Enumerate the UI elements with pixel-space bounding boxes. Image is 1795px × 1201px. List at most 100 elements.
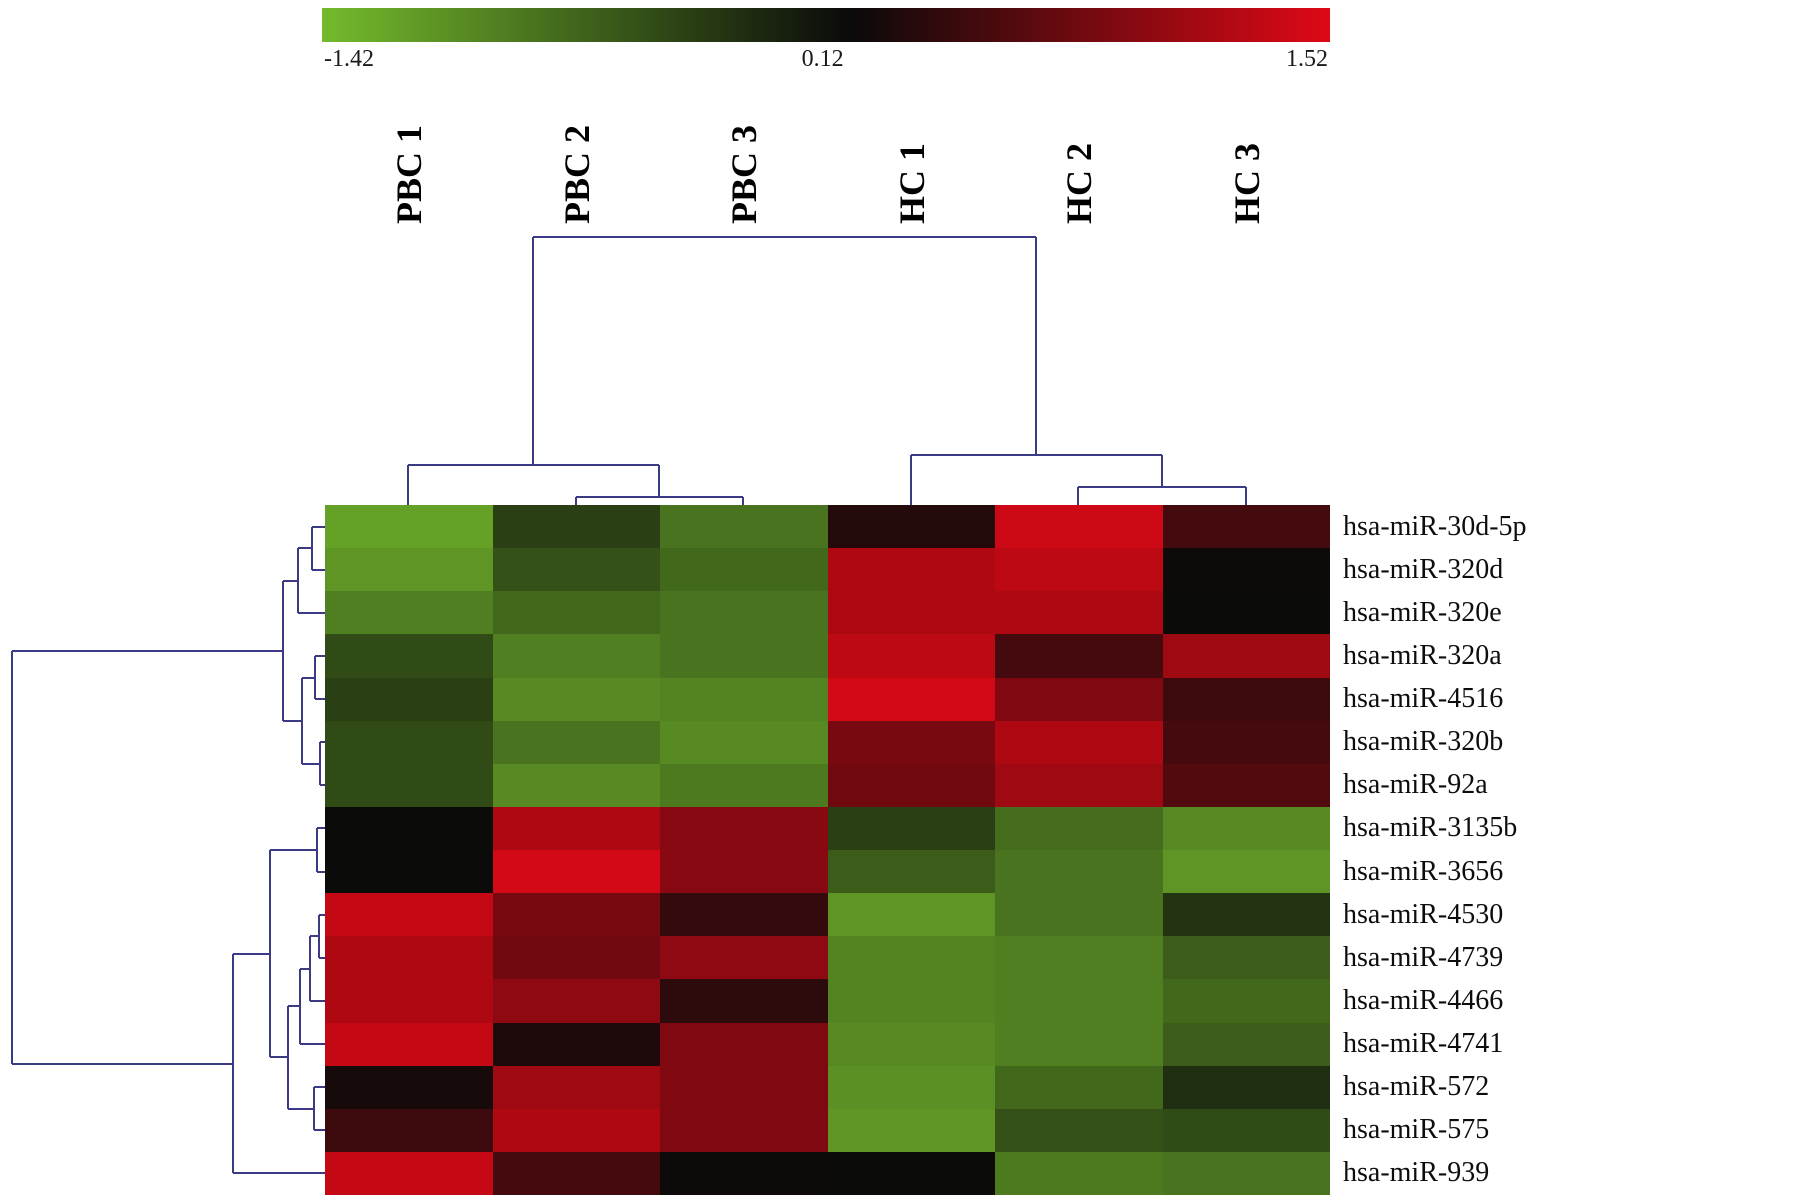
heatmap-cell <box>827 548 995 592</box>
heatmap-cell <box>827 763 995 807</box>
heatmap-cell <box>660 677 828 721</box>
heatmap-cell <box>660 979 828 1023</box>
row-label: hsa-miR-92a <box>1343 769 1488 801</box>
heatmap-cell <box>827 850 995 894</box>
row-label: hsa-miR-320e <box>1343 596 1502 628</box>
heatmap-cell <box>325 1108 493 1152</box>
heatmap-grid <box>325 505 1330 1195</box>
heatmap-cell <box>1162 1022 1330 1066</box>
heatmap-cell <box>995 634 1163 678</box>
column-label: HC 3 <box>1227 143 1267 224</box>
row-label: hsa-miR-4739 <box>1343 941 1504 973</box>
row-labels-column: hsa-miR-30d-5p hsa-miR-320d hsa-miR-320e hs… <box>1343 505 1795 1195</box>
heatmap-cell <box>492 979 660 1023</box>
row-label: hsa-miR-4530 <box>1343 898 1504 930</box>
heatmap-cell <box>325 1151 493 1195</box>
heatmap-cell <box>492 850 660 894</box>
heatmap-cell <box>827 1108 995 1152</box>
row-label: hsa-miR-320b <box>1343 726 1504 758</box>
heatmap-cell <box>1162 893 1330 937</box>
heatmap-cell <box>995 591 1163 635</box>
heatmap-cell <box>995 763 1163 807</box>
column-label: PBC 2 <box>557 125 597 224</box>
heatmap-cell <box>660 634 828 678</box>
heatmap-cell <box>492 591 660 635</box>
heatmap-cell <box>325 1022 493 1066</box>
row-label: hsa-miR-4516 <box>1343 683 1504 715</box>
heatmap-cell <box>325 979 493 1023</box>
heatmap-cell <box>660 893 828 937</box>
heatmap-cell <box>827 1151 995 1195</box>
heatmap-cell <box>995 1022 1163 1066</box>
row-label: hsa-miR-320a <box>1343 639 1502 671</box>
heatmap-cell <box>660 1151 828 1195</box>
heatmap-cell <box>995 850 1163 894</box>
heatmap-cell <box>1162 505 1330 549</box>
column-label: HC 1 <box>892 143 932 224</box>
heatmap-cell <box>492 634 660 678</box>
heatmap-cell <box>660 1108 828 1152</box>
heatmap-cell <box>325 720 493 764</box>
heatmap-cell <box>1162 806 1330 850</box>
heatmap-cell <box>325 893 493 937</box>
row-label: hsa-miR-3135b <box>1343 812 1518 844</box>
heatmap-cell <box>827 720 995 764</box>
heatmap-cell <box>492 893 660 937</box>
heatmap-cell <box>325 505 493 549</box>
heatmap-cell <box>325 1065 493 1109</box>
heatmap-cell <box>827 591 995 635</box>
heatmap-cell <box>492 548 660 592</box>
heatmap-cell <box>827 505 995 549</box>
row-label: hsa-miR-3656 <box>1343 855 1504 887</box>
heatmap-cell <box>492 505 660 549</box>
heatmap-cell <box>1162 936 1330 980</box>
heatmap-cell <box>995 505 1163 549</box>
heatmap-cell <box>325 850 493 894</box>
heatmap-cell <box>827 1022 995 1066</box>
heatmap-cell <box>827 806 995 850</box>
heatmap-cell <box>492 720 660 764</box>
heatmap-cell <box>492 677 660 721</box>
heatmap-cell <box>995 1151 1163 1195</box>
heatmap-cell <box>325 591 493 635</box>
heatmap-cell <box>995 979 1163 1023</box>
heatmap-cell <box>827 979 995 1023</box>
heatmap-cell <box>1162 979 1330 1023</box>
heatmap-cell <box>325 806 493 850</box>
column-label: HC 2 <box>1059 143 1099 224</box>
heatmap-cell <box>660 763 828 807</box>
heatmap-cell <box>660 936 828 980</box>
row-label: hsa-miR-4741 <box>1343 1028 1504 1060</box>
heatmap-cell <box>492 1108 660 1152</box>
heatmap-cell <box>995 1108 1163 1152</box>
heatmap-cell <box>492 763 660 807</box>
heatmap-cell <box>827 677 995 721</box>
heatmap-cell <box>1162 1065 1330 1109</box>
row-label: hsa-miR-4466 <box>1343 984 1504 1016</box>
heatmap-cell <box>492 936 660 980</box>
heatmap-cell <box>1162 763 1330 807</box>
heatmap-cell <box>995 936 1163 980</box>
heatmap-cell <box>995 548 1163 592</box>
heatmap-cell <box>325 763 493 807</box>
heatmap-cell <box>1162 591 1330 635</box>
heatmap-cell <box>827 936 995 980</box>
heatmap-cell <box>1162 1151 1330 1195</box>
heatmap-cell <box>660 591 828 635</box>
heatmap-cell <box>995 720 1163 764</box>
heatmap-cell <box>660 720 828 764</box>
heatmap-cell <box>1162 634 1330 678</box>
heatmap-cell <box>660 548 828 592</box>
heatmap-cell <box>995 1065 1163 1109</box>
heatmap-cell <box>492 806 660 850</box>
heatmap-cell <box>660 1065 828 1109</box>
heatmap-cell <box>1162 720 1330 764</box>
heatmap-cell <box>995 677 1163 721</box>
heatmap-cell <box>492 1151 660 1195</box>
heatmap-cell <box>325 634 493 678</box>
heatmap-cell <box>325 677 493 721</box>
heatmap-cell <box>995 893 1163 937</box>
scale-mid-label: 0.12 <box>801 46 844 72</box>
heatmap-cell <box>1162 1108 1330 1152</box>
